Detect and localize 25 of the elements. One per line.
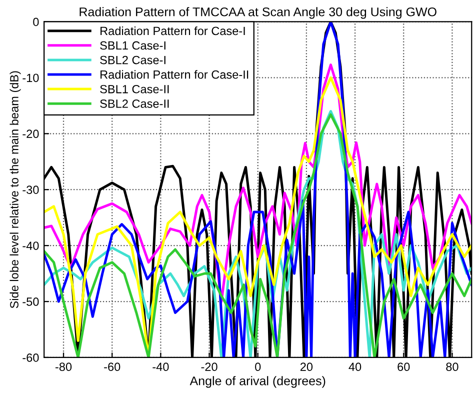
- x-tick-label: 40: [348, 362, 362, 372]
- x-tick-label: 20: [300, 362, 313, 372]
- y-tick-label: -60: [22, 354, 39, 362]
- x-axis-title: Angle of arival (degrees): [190, 376, 326, 388]
- y-axis-title: Side lobe level relative to the main beam (dB): [10, 71, 21, 308]
- x-tick-label: 0: [255, 362, 261, 372]
- x-tick-label: -60: [104, 362, 120, 372]
- legend-label: SBL1 Case-II: [100, 84, 169, 94]
- legend-label: SBL1 Case-I: [100, 41, 166, 50]
- x-tick-label: -20: [201, 362, 218, 372]
- y-tick-label: 0: [33, 18, 39, 26]
- x-tick-label: 80: [446, 362, 458, 372]
- y-tick-label: -40: [22, 242, 39, 250]
- y-tick-label: -10: [22, 74, 39, 82]
- legend-label: Radiation Pattern for Case-II: [100, 70, 248, 79]
- x-tick-label: 60: [398, 362, 410, 372]
- legend-label: Radiation Pattern for Case-I: [100, 26, 245, 36]
- x-tick-label: -40: [152, 362, 169, 372]
- legend-label: SBL2 Case-I: [100, 56, 166, 64]
- legend-label: SBL2 Case-II: [100, 99, 169, 108]
- y-tick-label: -30: [22, 186, 39, 194]
- x-tick-label: -80: [56, 362, 72, 372]
- y-tick-label: -20: [22, 130, 39, 138]
- chart-title: Radiation Pattern of TMCCAA at Scan Angle 30 deg Using GWO: [80, 7, 436, 19]
- y-tick-label: -50: [22, 298, 39, 306]
